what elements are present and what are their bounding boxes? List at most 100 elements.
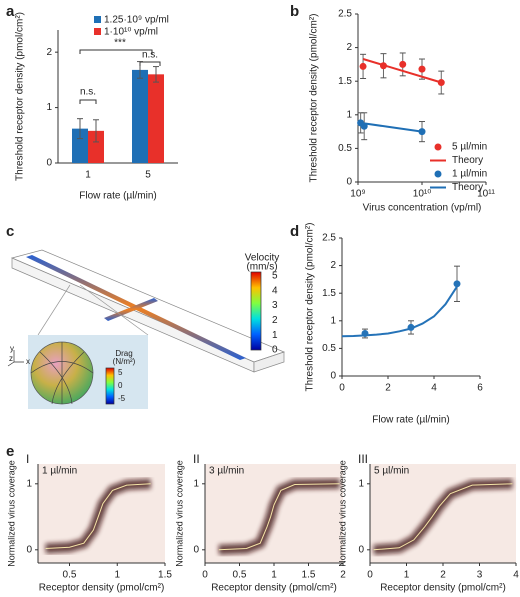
drag-title: Drag <box>115 349 132 358</box>
panel-sublabel: III <box>358 452 368 466</box>
bar <box>88 130 104 163</box>
x-tick-label: 0 <box>202 570 208 581</box>
x-axis-label: Flow rate (µl/min) <box>372 415 449 426</box>
y-tick-label: 0 <box>330 371 336 382</box>
bracket <box>139 61 161 66</box>
annotation: 3 µl/min <box>209 466 244 477</box>
x-tick-label: 10¹⁰ <box>413 189 431 200</box>
x-tick-label: 5 <box>145 170 151 181</box>
x-tick-label: 1.5 <box>302 570 316 581</box>
annotation: 5 µl/min <box>374 466 409 477</box>
legend-label: 1.25·10⁹ vp/ml <box>104 15 169 26</box>
fit-line <box>360 121 423 133</box>
velocity-unit: (mm/s) <box>246 262 277 273</box>
panel-label: e <box>6 443 14 460</box>
x-axis-label: Receptor density (pmol/cm²) <box>39 583 165 594</box>
y-axis-label: Normalized virus coverage <box>337 460 347 567</box>
drag-tick: 0 <box>118 381 123 390</box>
drag-tick: -5 <box>118 394 126 403</box>
x-tick-label: 10¹¹ <box>477 189 495 200</box>
x-axis-label: Virus concentration (vp/ml) <box>363 203 482 214</box>
y-tick-label: 1.5 <box>338 76 352 87</box>
y-tick-label: 1 <box>346 109 352 120</box>
x-tick-label: 1 <box>404 570 410 581</box>
x-tick-label: 3 <box>477 570 483 581</box>
legend-label: 1·10¹⁰ vp/ml <box>104 27 158 38</box>
velocity-tick: 4 <box>272 285 278 296</box>
drag-unit: (N/m²) <box>113 357 136 366</box>
point <box>359 62 367 70</box>
bar <box>72 128 88 163</box>
velocity-tick: 3 <box>272 300 278 311</box>
panel-label: a <box>6 3 15 20</box>
x-tick-label: 10⁹ <box>350 189 365 200</box>
panel-sublabel: II <box>193 452 200 466</box>
y-tick-label: 2 <box>46 47 52 58</box>
x-axis-label: Flow rate (µl/min) <box>79 191 156 202</box>
point <box>453 280 461 288</box>
y-tick-label: 1 <box>358 478 364 489</box>
y-tick-label: 1.5 <box>322 288 336 299</box>
legend-label: 5 µl/min <box>452 142 487 153</box>
x-axis-label: Receptor density (pmol/cm²) <box>211 583 337 594</box>
bar <box>132 69 148 163</box>
x-tick-label: 0 <box>367 570 373 581</box>
y-tick-label: 2 <box>330 260 336 271</box>
panel-label: d <box>290 223 299 240</box>
velocity-tick: 2 <box>272 315 278 326</box>
annotation: *** <box>114 38 126 49</box>
x-tick-label: 1 <box>271 570 277 581</box>
x-tick-label: 1.5 <box>158 570 172 581</box>
legend-label: 1 µl/min <box>452 169 487 180</box>
x-tick-label: 1 <box>85 170 91 181</box>
velocity-title: Velocity <box>245 253 279 264</box>
x-tick-label: 0.5 <box>63 570 77 581</box>
panel-label: c <box>6 223 14 240</box>
y-tick-label: 1 <box>46 102 52 113</box>
axis-z: z <box>9 354 13 363</box>
y-tick-label: 0 <box>193 544 199 555</box>
x-tick-label: 0.5 <box>233 570 247 581</box>
legend-swatch <box>94 28 101 35</box>
y-tick-label: 1 <box>330 315 336 326</box>
annotation: n.s. <box>80 87 96 98</box>
y-axis-label: Threshold receptor density (pmol/cm²) <box>309 14 320 183</box>
y-axis-label: Normalized virus coverage <box>6 460 16 567</box>
annotation: 1 µl/min <box>42 466 77 477</box>
legend-marker <box>434 143 442 151</box>
y-tick-label: 0.5 <box>338 143 352 154</box>
bracket <box>79 99 97 104</box>
bar <box>148 74 164 163</box>
legend-label: Theory <box>452 182 483 193</box>
legend-marker <box>434 170 442 178</box>
x-tick-label: 6 <box>477 383 483 394</box>
velocity-tick: 0 <box>272 345 278 356</box>
drag-tick: 5 <box>118 368 123 377</box>
x-axis-label: Receptor density (pmol/cm²) <box>380 583 506 594</box>
velocity-tick: 1 <box>272 330 278 341</box>
fit-line <box>341 286 458 338</box>
y-tick-label: 0.5 <box>322 343 336 354</box>
panel-label: b <box>290 3 299 20</box>
axis-x: x <box>26 357 30 366</box>
x-tick-label: 1 <box>114 570 120 581</box>
x-tick-label: 2 <box>440 570 446 581</box>
x-tick-label: 2 <box>340 570 346 581</box>
y-tick-label: 0 <box>46 158 52 169</box>
y-axis-label: Normalized virus coverage <box>174 460 184 567</box>
x-tick-label: 4 <box>431 383 437 394</box>
axis-y: y <box>10 344 14 353</box>
y-tick-label: 2 <box>346 42 352 53</box>
fit-line <box>218 483 340 551</box>
y-tick-label: 2.5 <box>338 9 352 20</box>
y-tick-label: 0 <box>346 177 352 188</box>
y-tick-label: 2.5 <box>322 233 336 244</box>
legend-label: Theory <box>452 155 483 166</box>
panel-sublabel: I <box>26 452 29 466</box>
point <box>418 65 426 73</box>
y-axis-label: Threshold receptor density (pmol/cm²) <box>305 223 316 392</box>
y-tick-label: 1 <box>193 478 199 489</box>
fit-line <box>45 483 151 549</box>
x-tick-label: 0 <box>339 383 345 394</box>
